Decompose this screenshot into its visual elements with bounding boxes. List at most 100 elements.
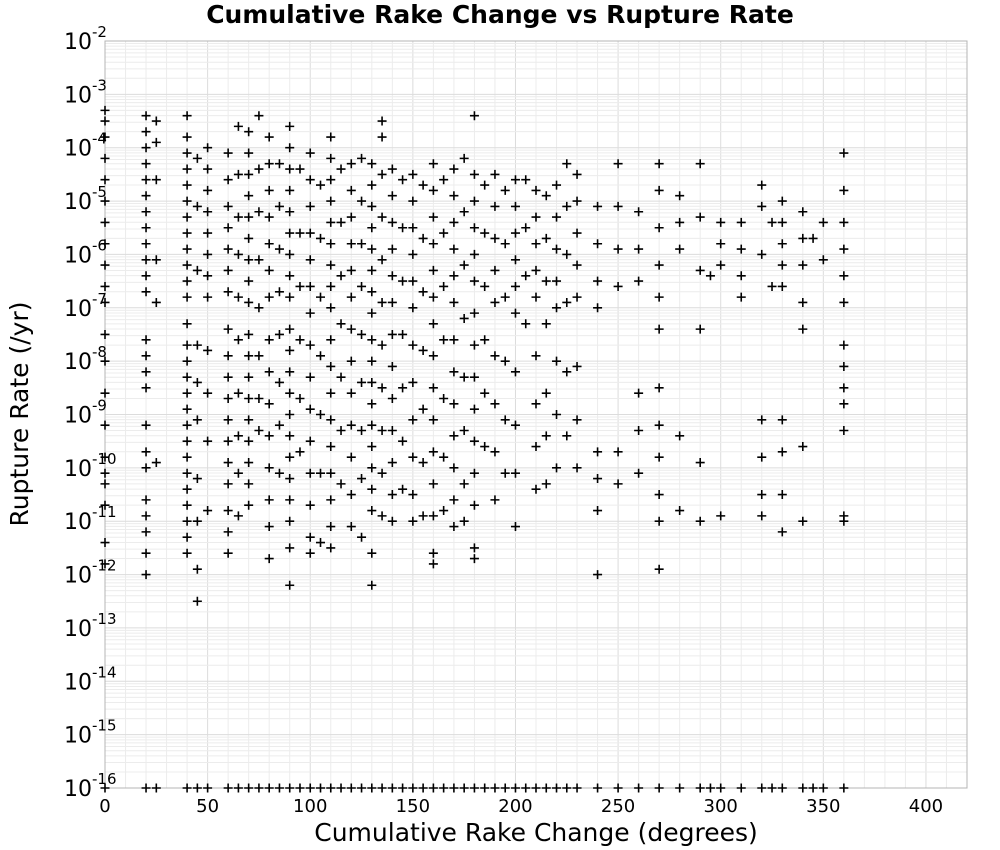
data-point [223, 175, 233, 185]
data-point [264, 399, 274, 409]
y-tick-exponent: -11 [92, 503, 117, 521]
data-point [203, 185, 213, 195]
y-tick-base: 10 [64, 30, 92, 55]
data-point [182, 180, 192, 190]
data-point [357, 153, 367, 163]
data-point [418, 783, 428, 793]
data-point [285, 249, 295, 259]
data-point [336, 479, 346, 489]
data-point [593, 506, 603, 516]
data-point [428, 239, 438, 249]
data-point [777, 527, 787, 537]
data-point [469, 169, 479, 179]
data-point [182, 319, 192, 329]
data-point [767, 281, 777, 291]
data-point [203, 164, 213, 174]
data-point [459, 372, 469, 382]
data-point [449, 495, 459, 505]
data-point [223, 458, 233, 468]
data-point [798, 233, 808, 243]
data-point [562, 201, 572, 211]
data-point [387, 490, 397, 500]
data-point [326, 196, 336, 206]
data-point [182, 260, 192, 270]
data-point [398, 276, 408, 286]
data-point [839, 271, 849, 281]
y-tick-label: 10 -2 [64, 23, 107, 55]
data-point [562, 783, 572, 793]
y-tick-exponent: -6 [92, 236, 107, 254]
data-point [531, 185, 541, 195]
data-point [798, 260, 808, 270]
chart-title: Cumulative Rake Change vs Rupture Rate [206, 0, 794, 29]
data-point [182, 132, 192, 142]
data-point [428, 265, 438, 275]
x-tick-label: 200 [498, 796, 532, 817]
data-point [428, 383, 438, 393]
data-point [398, 223, 408, 233]
data-point [192, 516, 202, 526]
data-point [798, 207, 808, 217]
data-point [223, 372, 233, 382]
data-point [675, 244, 685, 254]
data-point [100, 281, 110, 291]
data-point [285, 431, 295, 441]
data-point [192, 377, 202, 387]
data-point [521, 175, 531, 185]
data-point [264, 495, 274, 505]
data-point [510, 201, 520, 211]
data-point [182, 516, 192, 526]
y-tick-exponent: -10 [92, 450, 117, 468]
data-point [695, 265, 705, 275]
data-point [367, 484, 377, 494]
data-point [716, 260, 726, 270]
data-point [387, 361, 397, 371]
data-point [428, 185, 438, 195]
data-point [469, 554, 479, 564]
data-point [552, 276, 562, 286]
data-point [428, 212, 438, 222]
data-point [141, 111, 151, 121]
data-point [398, 783, 408, 793]
data-point [233, 335, 243, 345]
data-point [182, 420, 192, 430]
data-point [254, 351, 264, 361]
data-point [182, 468, 192, 478]
data-point [562, 431, 572, 441]
data-point [552, 244, 562, 254]
data-point [490, 169, 500, 179]
data-point [264, 239, 274, 249]
data-point [244, 393, 254, 403]
data-point [757, 201, 767, 211]
data-point [449, 783, 459, 793]
data-point [428, 319, 438, 329]
data-point [326, 239, 336, 249]
data-point [439, 393, 449, 403]
data-point [192, 340, 202, 350]
data-point [274, 783, 284, 793]
data-point [285, 345, 295, 355]
data-point [510, 783, 520, 793]
data-point [500, 292, 510, 302]
data-point [541, 319, 551, 329]
data-point [377, 383, 387, 393]
data-point [408, 169, 418, 179]
data-point [634, 244, 644, 254]
data-point [264, 367, 274, 377]
data-point [408, 276, 418, 286]
data-point [141, 159, 151, 169]
data-point [510, 420, 520, 430]
data-point [203, 506, 213, 516]
data-point [439, 506, 449, 516]
data-point [593, 303, 603, 313]
x-axis-label: Cumulative Rake Change (degrees) [314, 818, 758, 847]
data-point [223, 527, 233, 537]
data-point [552, 783, 562, 793]
data-point [295, 164, 305, 174]
data-point [357, 426, 367, 436]
data-point [254, 783, 264, 793]
data-point [408, 303, 418, 313]
data-point [182, 484, 192, 494]
data-point [182, 212, 192, 222]
y-tick-label: 10 -6 [64, 236, 107, 268]
